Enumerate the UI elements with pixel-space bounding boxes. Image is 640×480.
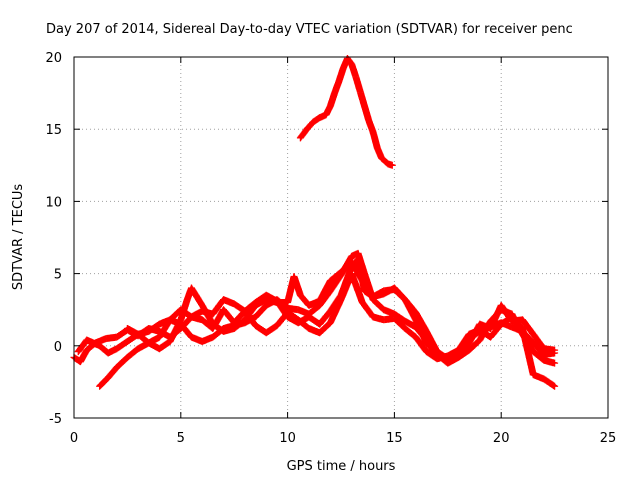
series-markers <box>297 55 395 169</box>
ticks: 0 5 10 15 20 25 -5 0 5 10 15 20 <box>45 51 616 446</box>
series-markers <box>96 259 557 389</box>
y-tick-label: 0 <box>54 340 62 355</box>
y-tick-label: 15 <box>45 123 62 138</box>
x-tick-label: 15 <box>386 431 403 446</box>
x-tick-label: 20 <box>493 431 510 446</box>
y-axis-label: SDTVAR / TECUs <box>11 184 26 291</box>
x-tick-label: 5 <box>177 431 185 446</box>
series-markers <box>124 271 558 390</box>
x-tick-label: 10 <box>279 431 296 446</box>
series-track-low-4 <box>123 270 559 390</box>
plot-frame <box>73 56 609 419</box>
chart-title: Day 207 of 2014, Sidereal Day-to-day VTE… <box>46 22 573 37</box>
series-track-high <box>296 54 396 169</box>
x-tick-label: 0 <box>70 431 78 446</box>
y-tick-label: 5 <box>54 268 62 283</box>
data-layer <box>70 54 559 390</box>
series-track-low-3 <box>96 258 559 390</box>
x-axis-label: GPS time / hours <box>287 459 396 474</box>
x-tick-label: 25 <box>600 431 617 446</box>
y-tick-label: 20 <box>45 51 62 66</box>
y-tick-label: 10 <box>45 195 62 210</box>
y-tick-label: -5 <box>49 412 62 427</box>
